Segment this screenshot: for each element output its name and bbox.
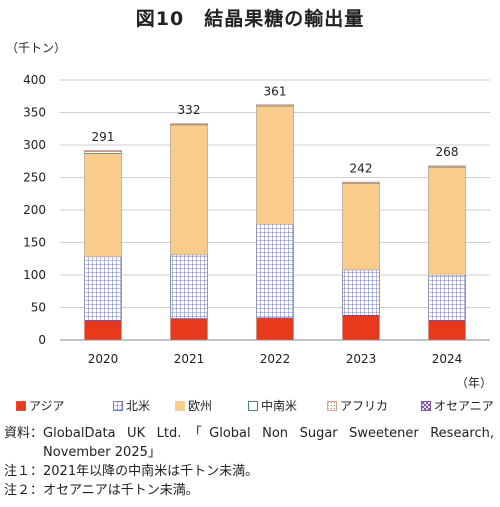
bar-outline bbox=[84, 150, 122, 341]
total-label: 268 bbox=[436, 145, 459, 159]
legend-item: 北米 bbox=[113, 397, 150, 414]
legend-swatch bbox=[16, 400, 26, 411]
note-text: 2021年以降の中南米は千トン未満。 bbox=[43, 464, 259, 479]
legend-item: アジア bbox=[16, 397, 65, 414]
bar-outline bbox=[428, 166, 466, 341]
bar-segment bbox=[170, 318, 208, 340]
legend: アジア 北米 欧州 中南米 アフリカ オセアニア bbox=[12, 397, 494, 415]
x-tick-label: 2020 bbox=[88, 352, 119, 366]
bar-segment bbox=[428, 274, 466, 321]
note-row: 資料： GlobalData UK Ltd.「Global Non Sugar S… bbox=[4, 424, 494, 462]
bar-segment bbox=[256, 106, 294, 225]
bars bbox=[84, 104, 466, 341]
note-key: 注１： bbox=[4, 464, 44, 479]
legend-label: アフリカ bbox=[340, 399, 389, 413]
bar-segment bbox=[84, 320, 122, 340]
bar-outline bbox=[256, 105, 294, 341]
bar-segment bbox=[428, 320, 466, 340]
legend-swatch bbox=[175, 400, 185, 411]
y-tick-label: 50 bbox=[31, 301, 46, 315]
bar-segment bbox=[342, 269, 380, 316]
legend-label: アジア bbox=[29, 399, 65, 413]
legend-item: 中南米 bbox=[248, 397, 297, 414]
bar-segment bbox=[342, 315, 380, 340]
total-labels: 291 332 361 242 268 bbox=[92, 84, 459, 175]
y-unit-label: （千トン） bbox=[6, 41, 66, 55]
bar-outline bbox=[342, 182, 380, 341]
bar-segment bbox=[256, 224, 294, 319]
legend-label: オセアニア bbox=[434, 399, 494, 413]
bar-segment bbox=[84, 256, 122, 321]
x-tick-labels: 2020 2021 2022 2023 2024 bbox=[88, 352, 463, 366]
y-tick-labels: 0 50 100 150 200 250 300 350 400 bbox=[23, 73, 46, 347]
legend-item: アフリカ bbox=[327, 397, 388, 414]
y-tick-label: 300 bbox=[23, 138, 46, 152]
legend-swatch bbox=[421, 400, 431, 411]
note-key: 注２： bbox=[4, 483, 44, 498]
legend-label: 欧州 bbox=[188, 399, 213, 413]
y-tick-label: 0 bbox=[38, 333, 46, 347]
note-row: 注２： オセアニアは千トン未満。 bbox=[4, 481, 494, 500]
x-tick-label: 2024 bbox=[432, 352, 463, 366]
bar-segment bbox=[428, 167, 466, 275]
note-key: 資料： bbox=[4, 426, 44, 441]
total-label: 361 bbox=[264, 84, 287, 98]
bar-segment bbox=[170, 254, 208, 319]
x-unit-label: （年） bbox=[456, 376, 492, 390]
y-tick-label: 100 bbox=[23, 268, 46, 282]
y-tick-label: 250 bbox=[23, 171, 46, 185]
y-tick-label: 150 bbox=[23, 236, 46, 250]
legend-swatch bbox=[327, 400, 337, 411]
bar-outline bbox=[170, 124, 208, 341]
legend-label: 中南米 bbox=[261, 399, 298, 413]
x-tick-label: 2023 bbox=[346, 352, 377, 366]
bar-segment bbox=[170, 124, 208, 255]
bar-segment bbox=[84, 153, 122, 257]
total-label: 291 bbox=[92, 130, 115, 144]
legend-swatch bbox=[248, 400, 258, 411]
note-row: 注１： 2021年以降の中南米は千トン未満。 bbox=[4, 462, 494, 481]
y-tick-label: 200 bbox=[23, 203, 46, 217]
bar-segment bbox=[342, 183, 380, 270]
x-tick-label: 2021 bbox=[174, 352, 205, 366]
stacked-bar-chart: （千トン） 0 50 100 150 200 250 300 350 400 291 332 361… bbox=[6, 41, 492, 390]
page-title: 図10 結晶果糖の輸出量 bbox=[135, 8, 365, 30]
legend-item: オセアニア bbox=[421, 397, 494, 414]
total-label: 242 bbox=[350, 162, 373, 176]
notes: 資料： GlobalData UK Ltd.「Global Non Sugar S… bbox=[4, 424, 494, 500]
y-tick-label: 400 bbox=[23, 73, 46, 87]
legend-label: 北米 bbox=[126, 399, 151, 413]
y-tick-label: 350 bbox=[23, 106, 46, 120]
x-tick-label: 2022 bbox=[260, 352, 291, 366]
total-label: 332 bbox=[178, 103, 201, 117]
note-text: オセアニアは千トン未満。 bbox=[43, 483, 199, 498]
legend-swatch bbox=[113, 400, 123, 411]
legend-item: 欧州 bbox=[175, 397, 212, 414]
bar-segment bbox=[256, 317, 294, 340]
note-text: GlobalData UK Ltd.「Global Non Sugar Swee… bbox=[43, 426, 494, 460]
